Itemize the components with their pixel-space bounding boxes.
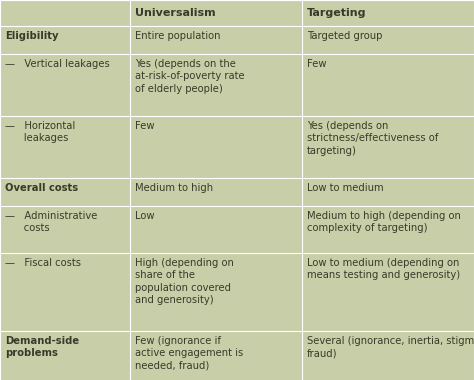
Text: Yes (depends on the
at-risk-of-poverty rate
of elderly people): Yes (depends on the at-risk-of-poverty r…: [135, 59, 245, 94]
Text: High (depending on
share of the
population covered
and generosity): High (depending on share of the populati…: [135, 258, 234, 305]
Text: —   Fiscal costs: — Fiscal costs: [5, 258, 81, 268]
Text: Low to medium: Low to medium: [307, 183, 383, 193]
Text: Medium to high: Medium to high: [135, 183, 213, 193]
Text: Several (ignorance, inertia, stigma,
fraud): Several (ignorance, inertia, stigma, fra…: [307, 336, 474, 358]
Text: Demand-side
problems: Demand-side problems: [5, 336, 79, 358]
Bar: [0, 116, 474, 178]
Text: Few: Few: [307, 59, 327, 69]
Text: Eligibility: Eligibility: [5, 31, 58, 41]
Text: Few: Few: [135, 121, 155, 131]
Bar: [0, 206, 474, 253]
Bar: [0, 331, 474, 380]
Bar: [0, 253, 474, 331]
Text: Universalism: Universalism: [135, 8, 216, 18]
Text: —   Horizontal
      leakages: — Horizontal leakages: [5, 121, 75, 143]
Text: Medium to high (depending on
complexity of targeting): Medium to high (depending on complexity …: [307, 211, 461, 233]
Text: Few (ignorance if
active engagement is
needed, fraud): Few (ignorance if active engagement is n…: [135, 336, 243, 371]
Text: Low to medium (depending on
means testing and generosity): Low to medium (depending on means testin…: [307, 258, 460, 280]
Text: Yes (depends on
strictness/effectiveness of
targeting): Yes (depends on strictness/effectiveness…: [307, 121, 438, 156]
Bar: [0, 178, 474, 206]
Text: Targeted group: Targeted group: [307, 31, 383, 41]
Text: Entire population: Entire population: [135, 31, 220, 41]
Text: —   Vertical leakages: — Vertical leakages: [5, 59, 110, 69]
Bar: [0, 26, 474, 54]
Bar: [0, 0, 474, 26]
Text: Targeting: Targeting: [307, 8, 366, 18]
Text: Overall costs: Overall costs: [5, 183, 78, 193]
Bar: [0, 54, 474, 116]
Text: Low: Low: [135, 211, 155, 221]
Text: —   Administrative
      costs: — Administrative costs: [5, 211, 97, 233]
